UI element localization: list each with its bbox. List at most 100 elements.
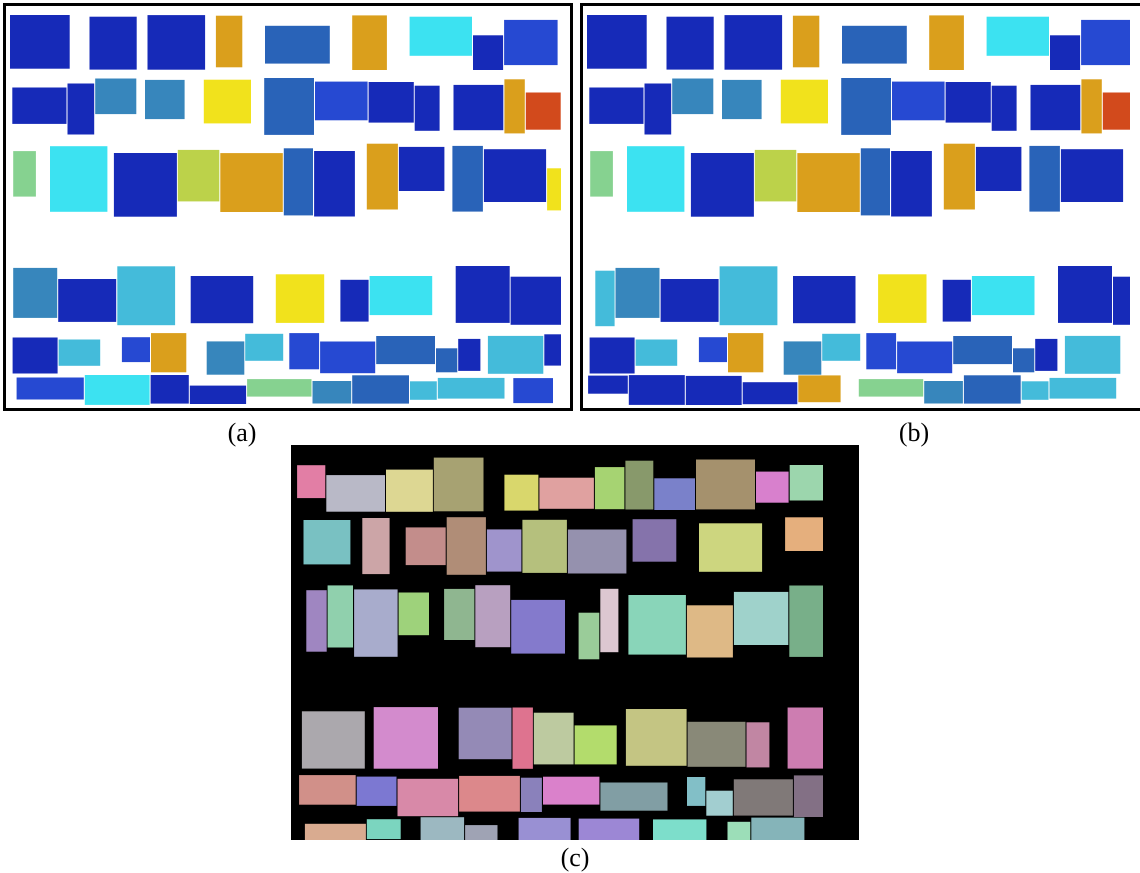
building	[878, 274, 926, 323]
building	[793, 276, 856, 323]
building	[688, 722, 746, 767]
building	[587, 15, 647, 69]
building	[589, 88, 643, 124]
building	[488, 336, 543, 374]
building	[436, 348, 457, 372]
building	[964, 375, 1021, 403]
building	[696, 460, 755, 510]
building	[629, 375, 685, 405]
building	[543, 777, 599, 805]
building	[521, 778, 542, 812]
building	[1050, 378, 1117, 399]
building	[487, 529, 522, 571]
building	[314, 151, 355, 217]
building	[929, 15, 964, 70]
building	[10, 15, 70, 69]
building	[842, 26, 907, 64]
building	[406, 527, 446, 565]
building	[114, 153, 177, 217]
building	[743, 382, 798, 404]
building	[866, 333, 896, 369]
building	[976, 147, 1022, 191]
building	[504, 79, 524, 133]
building	[17, 378, 84, 400]
building	[653, 819, 706, 840]
building	[178, 150, 220, 202]
building	[68, 84, 95, 135]
building	[645, 84, 672, 135]
building	[590, 151, 613, 197]
building	[354, 589, 398, 656]
building	[539, 478, 594, 509]
building	[822, 334, 860, 361]
building	[841, 78, 891, 135]
building	[590, 338, 635, 374]
building	[1103, 93, 1130, 130]
building	[600, 783, 667, 811]
building	[793, 16, 819, 68]
building	[245, 334, 283, 361]
building	[992, 86, 1017, 131]
building	[1035, 339, 1057, 371]
building	[667, 17, 714, 70]
building	[190, 386, 246, 404]
building	[456, 266, 510, 323]
building	[511, 277, 561, 325]
building	[924, 381, 963, 404]
building	[797, 153, 860, 212]
building	[320, 342, 375, 374]
building	[90, 17, 137, 70]
building	[151, 333, 186, 372]
building	[756, 472, 789, 503]
building	[789, 586, 823, 657]
building	[575, 725, 617, 764]
building	[305, 824, 366, 840]
building	[1050, 35, 1080, 70]
building	[944, 144, 975, 210]
building	[376, 336, 435, 364]
building	[207, 341, 245, 374]
building	[12, 88, 66, 124]
building	[747, 722, 770, 767]
building	[628, 595, 686, 655]
building	[473, 35, 503, 70]
building	[534, 713, 574, 765]
building	[897, 342, 952, 374]
caption: (a)	[202, 418, 282, 448]
building	[636, 340, 678, 366]
building	[687, 605, 733, 657]
building	[438, 378, 505, 399]
building	[313, 381, 352, 404]
building	[686, 376, 742, 405]
building	[459, 708, 512, 760]
building	[672, 79, 713, 115]
building	[728, 822, 751, 840]
building	[513, 378, 553, 403]
building	[369, 82, 414, 123]
building	[781, 80, 828, 124]
building	[13, 268, 57, 318]
building	[145, 80, 185, 119]
building	[264, 78, 314, 135]
building	[1061, 149, 1123, 202]
building	[122, 337, 150, 362]
building	[725, 15, 783, 70]
building	[454, 85, 504, 130]
building	[734, 779, 793, 815]
building	[367, 144, 398, 210]
building	[247, 379, 311, 397]
building	[1113, 277, 1130, 325]
building	[148, 15, 206, 70]
building	[616, 268, 660, 318]
building	[1022, 381, 1049, 400]
building	[859, 379, 923, 397]
building	[579, 613, 600, 660]
building	[953, 336, 1012, 364]
building	[399, 147, 445, 191]
building	[58, 279, 116, 322]
building	[946, 82, 991, 123]
building	[297, 465, 325, 498]
building	[315, 82, 368, 121]
building	[511, 600, 565, 654]
building	[410, 381, 437, 400]
